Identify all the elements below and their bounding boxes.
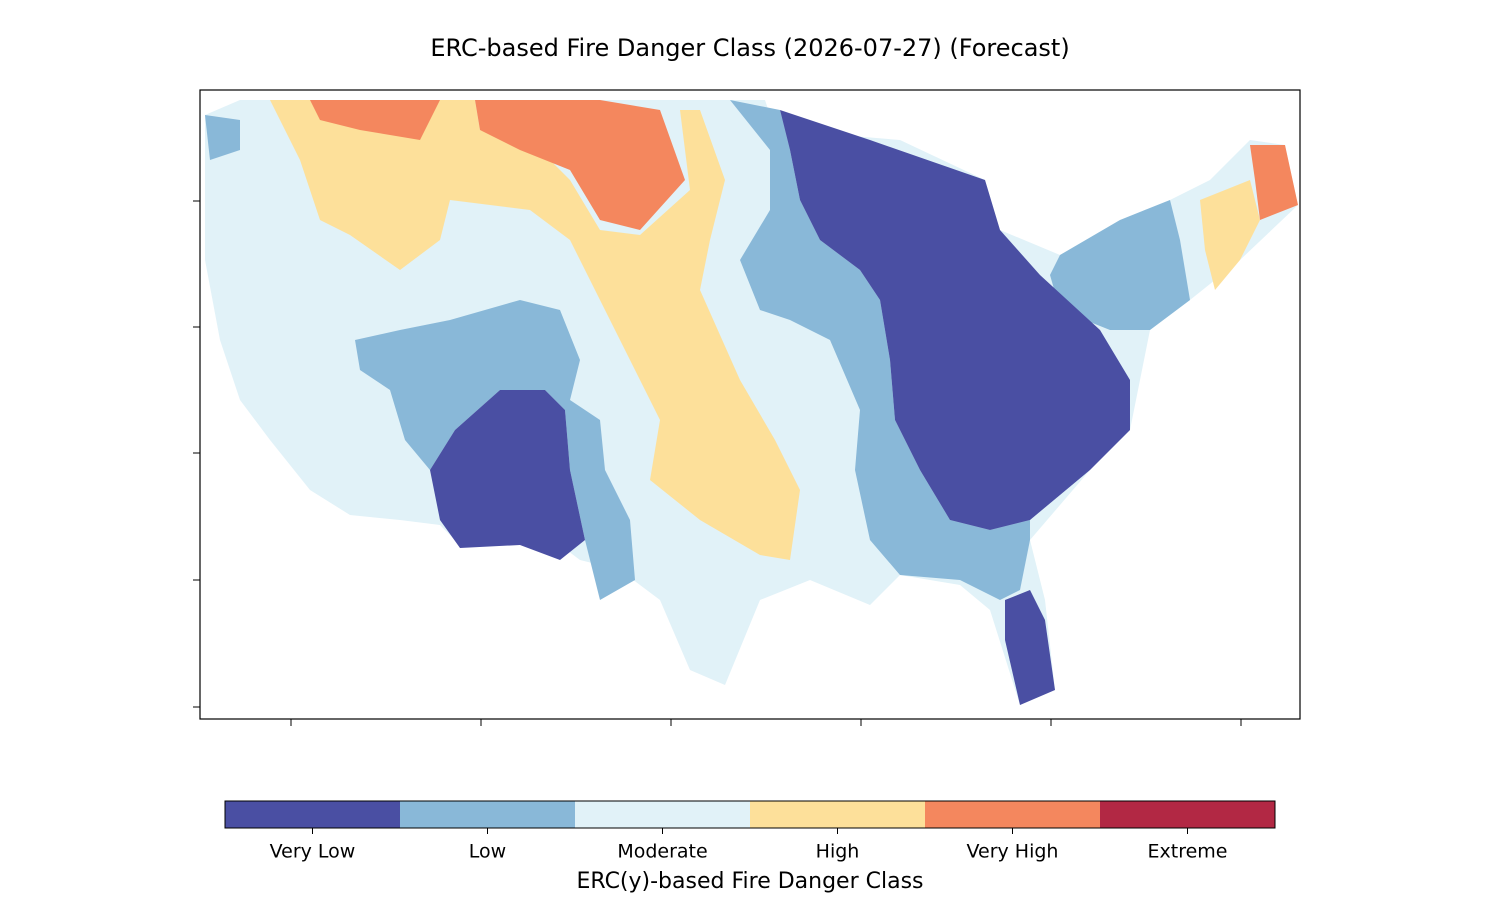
map-title: ERC-based Fire Danger Class (2026-07-27)… — [430, 34, 1069, 62]
region-low — [730, 100, 1030, 600]
colorbar-tick-label: Low — [469, 841, 506, 863]
colorbar-tick-label: Very Low — [270, 841, 356, 863]
colorbar-tick-label: Very High — [967, 841, 1059, 863]
colorbar-frame — [224, 800, 1276, 829]
colorbar-segment — [925, 801, 1100, 828]
colorbar: Very Low Low Moderate High Very High Extreme — [225, 801, 1275, 863]
region-very-high — [310, 100, 440, 140]
colorbar-segment — [1100, 801, 1275, 828]
colorbar-segment — [575, 801, 750, 828]
region-very-low — [780, 110, 1130, 530]
map — [205, 100, 1298, 705]
map-frame — [199, 89, 1301, 720]
colorbar-tick-label: Moderate — [617, 841, 707, 863]
region-very-high — [475, 100, 685, 230]
region-high — [270, 100, 800, 560]
colorbar-label: ERC(y)-based Fire Danger Class — [576, 869, 923, 894]
colorbar-segment — [400, 801, 575, 828]
region-low — [1050, 200, 1190, 330]
region-low — [205, 115, 240, 160]
region-very-low — [430, 390, 585, 560]
colorbar-tick-label: Extreme — [1148, 841, 1228, 863]
region-low — [355, 300, 635, 600]
region-very-low — [1005, 590, 1055, 705]
colorbar-segment — [225, 801, 400, 828]
region-high — [1200, 180, 1260, 290]
axis-ticks — [193, 200, 1242, 726]
region-very-high — [1250, 145, 1298, 220]
colorbar-segment — [750, 801, 925, 828]
colorbar-tick-label: High — [816, 841, 860, 863]
